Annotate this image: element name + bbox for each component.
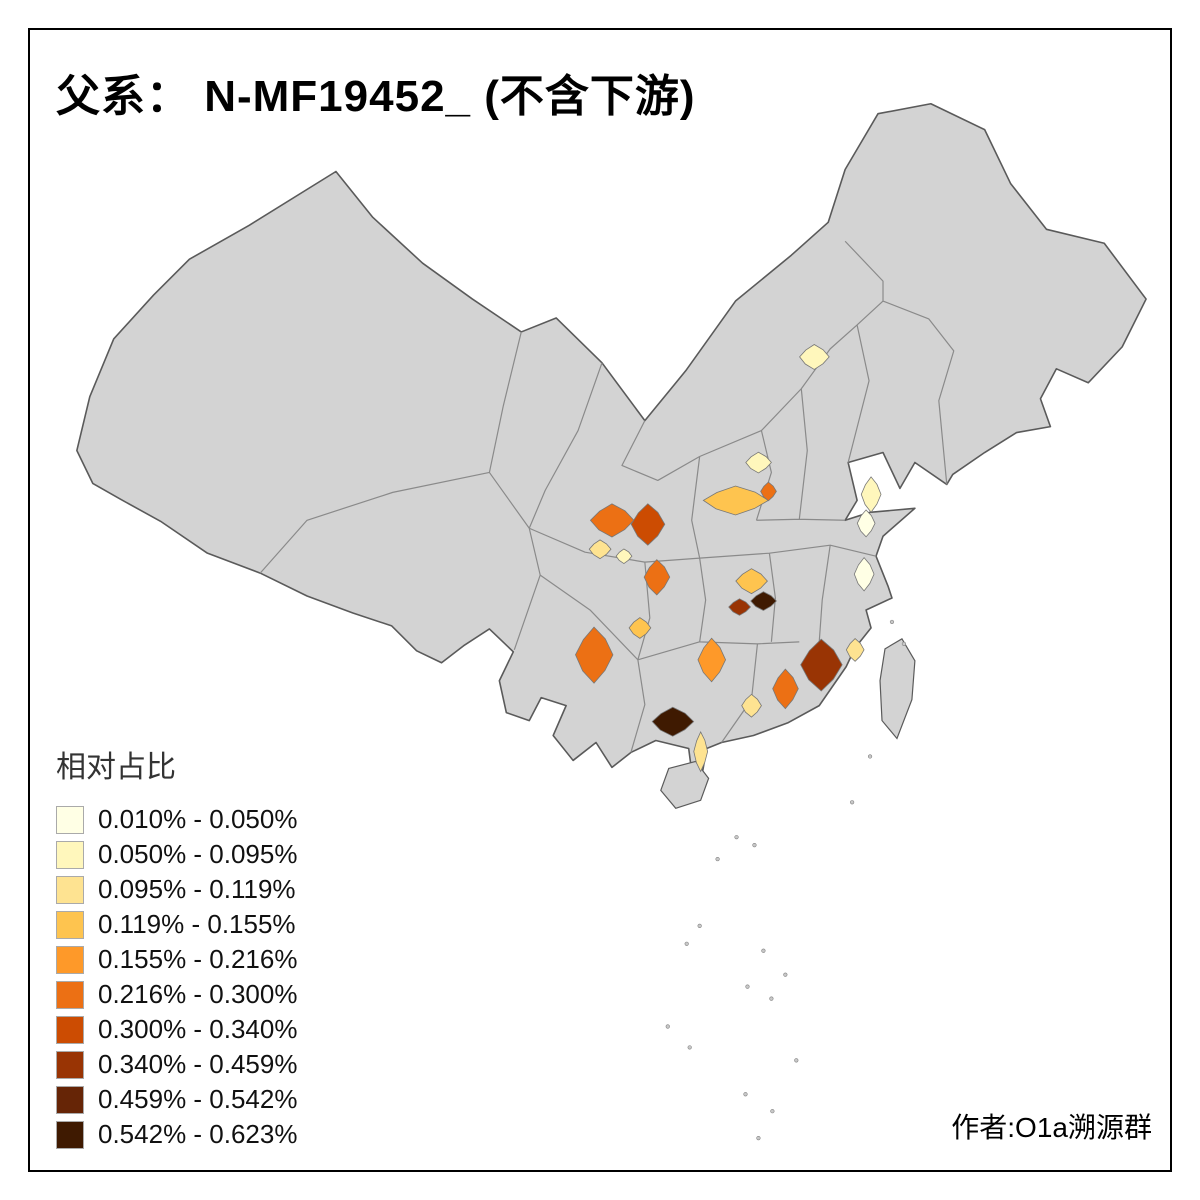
map-region: 0.050% - 0.095% bbox=[799, 344, 830, 370]
legend-rows: 0.010% - 0.050% 0.050% - 0.095% 0.095% - 0… bbox=[56, 802, 297, 1152]
map-region: 0.010% - 0.050% bbox=[856, 509, 876, 538]
map-region: 0.050% - 0.095% bbox=[745, 451, 772, 474]
legend-label: 0.300% - 0.340% bbox=[98, 1014, 298, 1044]
map-region: 0.340% - 0.459% bbox=[800, 638, 843, 692]
map-region: 0.095% - 0.119% bbox=[741, 693, 762, 718]
map-region: 0.542% - 0.623% bbox=[651, 706, 695, 737]
legend-label: 0.050% - 0.095% bbox=[98, 839, 298, 869]
legend-swatch bbox=[56, 805, 84, 834]
islet-dot bbox=[715, 856, 720, 862]
legend-label: 0.095% - 0.119% bbox=[98, 874, 296, 904]
legend-label: 0.542% - 0.623% bbox=[98, 1119, 298, 1149]
legend-swatch bbox=[56, 910, 84, 939]
islet-dot bbox=[752, 843, 757, 848]
highlighted-regions-layer: 0.216% - 0.300%0.300% - 0.340%0.095% - 0… bbox=[575, 344, 882, 773]
legend-swatch bbox=[56, 980, 84, 1009]
map-region: 0.095% - 0.119% bbox=[693, 731, 709, 773]
map-region: 0.216% - 0.300% bbox=[643, 559, 671, 596]
map-region: 0.010% - 0.050% bbox=[853, 557, 875, 592]
legend-row: 0.459% - 0.542% bbox=[56, 1082, 297, 1117]
islet-dot bbox=[889, 619, 895, 625]
china-outline bbox=[76, 102, 1147, 773]
islet-dot bbox=[783, 972, 788, 977]
legend-row: 0.542% - 0.623% bbox=[56, 1117, 297, 1152]
legend-title: 相对占比 bbox=[56, 751, 176, 784]
islet-dot bbox=[901, 641, 907, 646]
legend-row: 0.340% - 0.459% bbox=[56, 1047, 297, 1082]
legend-swatch bbox=[56, 840, 84, 869]
legend-row: 0.216% - 0.300% bbox=[56, 977, 297, 1012]
china-map: 0.216% - 0.300%0.300% - 0.340%0.095% - 0… bbox=[76, 102, 1147, 1141]
legend-row: 0.050% - 0.095% bbox=[56, 837, 297, 872]
map-region: 0.119% - 0.155% bbox=[735, 568, 768, 595]
legend-label: 0.216% - 0.300% bbox=[98, 979, 298, 1009]
islet-dot bbox=[770, 1109, 775, 1114]
map-region: 0.216% - 0.300% bbox=[575, 626, 614, 684]
islet-dot bbox=[756, 1136, 761, 1141]
legend-row: 0.095% - 0.119% bbox=[56, 872, 297, 907]
legend-swatch bbox=[56, 1050, 84, 1079]
map-region: 0.050% - 0.095% bbox=[615, 548, 633, 565]
legend-row: 0.010% - 0.050% bbox=[56, 802, 297, 837]
map-region: 0.050% - 0.095% bbox=[860, 476, 882, 513]
legend-swatch bbox=[56, 875, 84, 904]
islet-dot bbox=[761, 948, 766, 953]
islet-dot bbox=[734, 835, 739, 840]
islet-dot bbox=[697, 923, 702, 928]
legend-label: 0.155% - 0.216% bbox=[98, 944, 298, 974]
map-region: 0.119% - 0.155% bbox=[702, 485, 770, 516]
legend-swatch bbox=[56, 945, 84, 974]
map-region: 0.095% - 0.119% bbox=[845, 638, 865, 662]
map-title: 父系： N-MF19452_ (不含下游) bbox=[56, 72, 696, 121]
plot-frame: 0.216% - 0.300%0.300% - 0.340%0.095% - 0… bbox=[28, 28, 1172, 1172]
south-china-sea-islets bbox=[665, 619, 907, 1141]
map-region: 0.542% - 0.623% bbox=[750, 591, 777, 611]
islet-dot bbox=[665, 1024, 670, 1029]
legend-swatch bbox=[56, 1015, 84, 1044]
legend-label: 0.340% - 0.459% bbox=[98, 1049, 298, 1079]
legend-row: 0.155% - 0.216% bbox=[56, 942, 297, 977]
legend: 相对占比 0.010% - 0.050% 0.050% - 0.095% 0.095… bbox=[56, 742, 297, 1152]
islet-dot bbox=[794, 1058, 799, 1063]
islet-dot bbox=[745, 984, 750, 989]
hainan-island bbox=[660, 760, 710, 809]
islet-dot bbox=[684, 941, 689, 946]
islet-dot bbox=[769, 996, 774, 1001]
map-region: 0.216% - 0.300% bbox=[760, 481, 777, 502]
legend-swatch bbox=[56, 1120, 84, 1149]
map-region: 0.216% - 0.300% bbox=[772, 668, 799, 710]
taiwan-island bbox=[879, 638, 916, 740]
map-region: 0.216% - 0.300% bbox=[589, 503, 635, 538]
islet-dot bbox=[743, 1092, 748, 1097]
map-region: 0.119% - 0.155% bbox=[628, 617, 652, 639]
legend-label: 0.119% - 0.155% bbox=[98, 909, 296, 939]
legend-label: 0.459% - 0.542% bbox=[98, 1084, 298, 1114]
legend-swatch bbox=[56, 1085, 84, 1114]
map-region: 0.095% - 0.119% bbox=[588, 539, 612, 560]
islet-dot bbox=[687, 1045, 692, 1050]
legend-row: 0.119% - 0.155% bbox=[56, 907, 297, 942]
map-region: 0.300% - 0.340% bbox=[630, 503, 666, 546]
legend-label: 0.010% - 0.050% bbox=[98, 804, 298, 834]
islet-dot bbox=[867, 754, 873, 759]
attribution: 作者:O1a溯源群 bbox=[951, 1112, 1152, 1143]
legend-row: 0.300% - 0.340% bbox=[56, 1012, 297, 1047]
map-region: 0.155% - 0.216% bbox=[697, 637, 726, 683]
islet-dot bbox=[850, 800, 855, 805]
map-region: 0.340% - 0.459% bbox=[728, 598, 752, 616]
